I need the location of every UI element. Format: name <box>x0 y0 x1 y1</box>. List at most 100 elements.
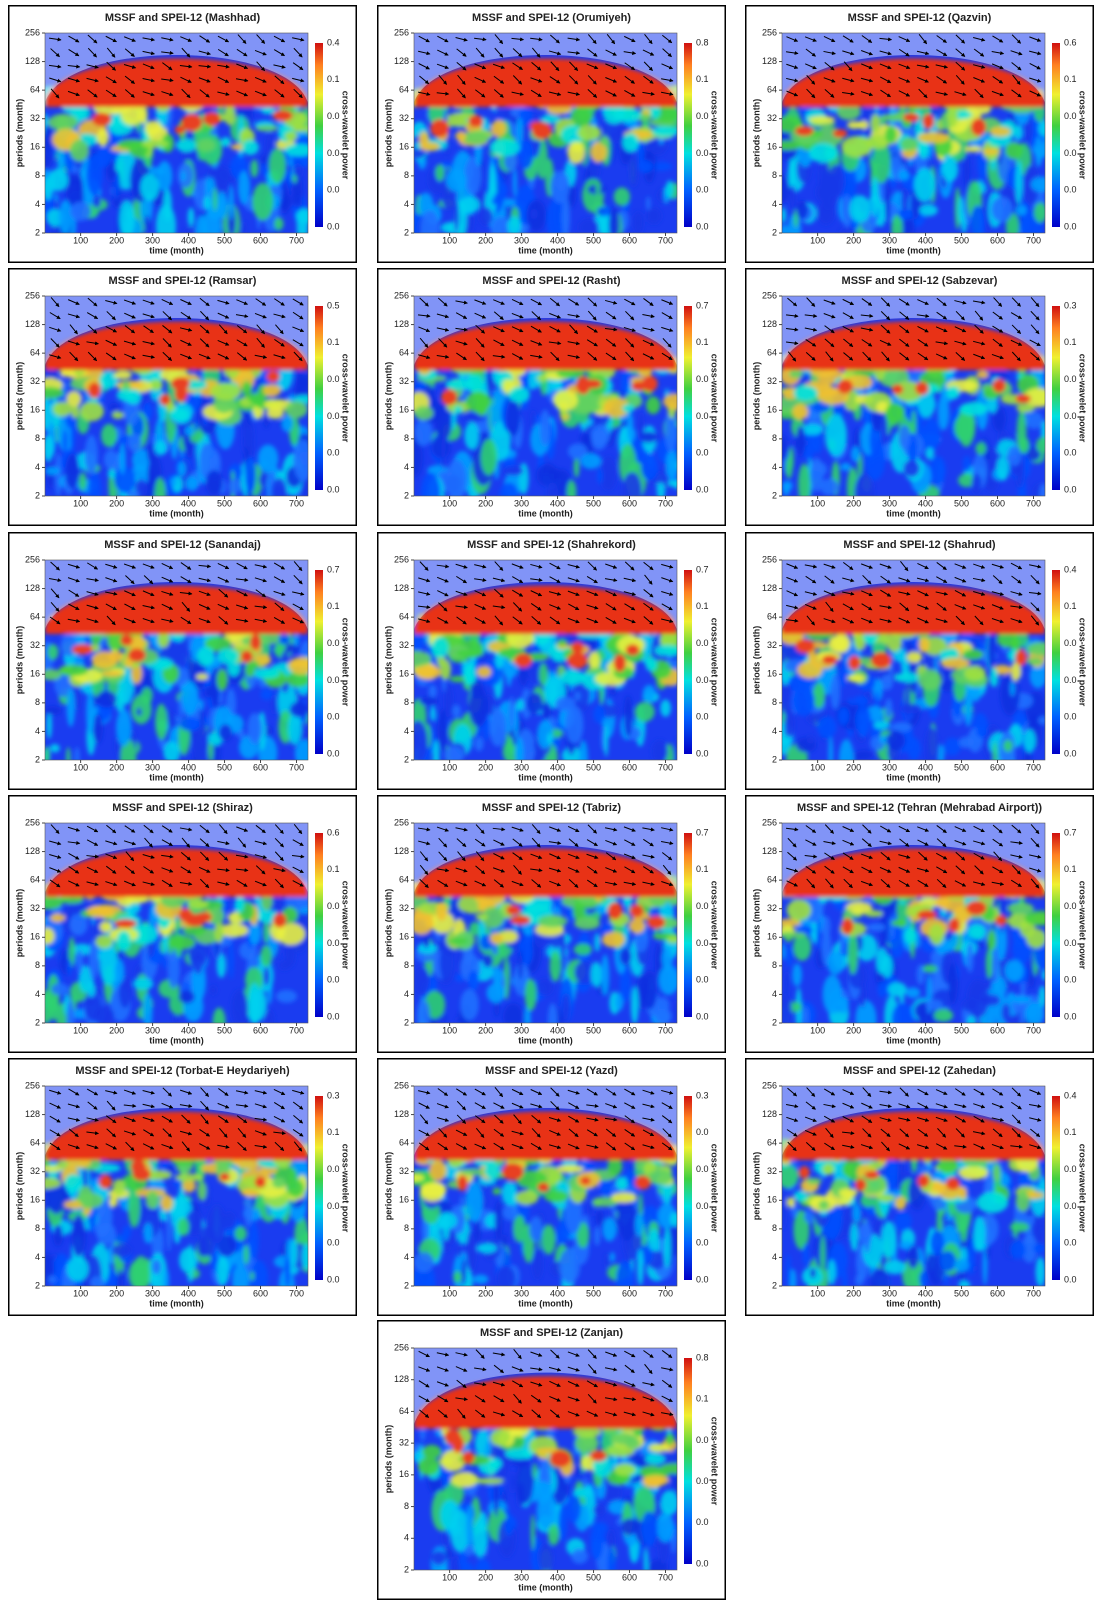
phase-arrow <box>198 353 211 360</box>
x-tick-label: 400 <box>550 1025 565 1035</box>
phase-arrow <box>973 77 986 83</box>
texture-blob <box>633 211 644 233</box>
phase-arrow <box>256 61 266 72</box>
colorbar-label: 0.0 <box>696 1164 709 1174</box>
texture-blob <box>453 1271 462 1283</box>
x-tick-label: 200 <box>109 498 124 508</box>
high-power-blob <box>891 384 904 395</box>
texture-blob <box>567 443 588 460</box>
texture-blob <box>414 1252 434 1273</box>
phase-arrow <box>530 325 542 333</box>
phase-arrow <box>550 61 560 72</box>
colorbar-label: 0.0 <box>696 374 709 384</box>
phase-arrow <box>124 36 136 42</box>
texture-blob <box>99 942 118 986</box>
phase-arrow <box>142 63 155 70</box>
texture-blob <box>578 218 599 233</box>
x-tick-label: 100 <box>442 762 457 772</box>
phase-arrow <box>823 299 836 305</box>
x-tick-label: 300 <box>514 762 529 772</box>
texture-blob <box>630 986 639 1023</box>
texture-blob <box>782 207 787 224</box>
colorbar-label: 0.0 <box>696 411 709 421</box>
texture-blob <box>196 673 209 680</box>
texture-blob <box>664 410 677 453</box>
texture-blob <box>1027 657 1044 666</box>
texture-blob <box>782 224 789 233</box>
x-tick-label: 700 <box>289 235 304 245</box>
colorbar-label: 0.7 <box>1064 827 1077 837</box>
texture-blob <box>1037 120 1045 137</box>
x-tick-label: 100 <box>810 1025 825 1035</box>
texture-blob <box>74 746 80 760</box>
y-tick-label: 16 <box>767 669 777 679</box>
y-tick-label: 2 <box>772 754 777 764</box>
phase-arrow <box>142 91 155 97</box>
texture-blob <box>468 685 489 728</box>
texture-blob <box>257 444 279 474</box>
texture-blob <box>595 1209 604 1226</box>
colorbar-label: 0.0 <box>327 111 340 121</box>
heatmap-texture <box>45 585 308 760</box>
texture-blob <box>929 455 946 485</box>
x-tick-label: 500 <box>586 762 601 772</box>
phase-arrow <box>605 352 617 361</box>
phase-arrow <box>973 353 986 360</box>
phase-arrow <box>457 88 466 99</box>
phase-arrow <box>417 313 431 318</box>
texture-blob <box>1039 483 1045 496</box>
phase-arrow <box>805 63 817 70</box>
phase-arrow <box>567 37 581 42</box>
texture-blob <box>536 463 558 487</box>
plot-frame <box>781 32 1046 234</box>
colorbar-label: 0.0 <box>696 185 709 195</box>
x-tick-label: 600 <box>990 235 1005 245</box>
texture-blob <box>607 1157 623 1176</box>
texture-blob <box>811 401 831 413</box>
texture-blob <box>535 978 554 996</box>
phase-arrow <box>418 354 431 360</box>
phase-arrow <box>824 325 835 334</box>
texture-blob <box>847 931 859 975</box>
phase-arrow <box>436 327 450 332</box>
texture-blob <box>782 140 802 151</box>
phase-arrow <box>643 75 654 84</box>
texture-blob <box>78 472 87 491</box>
texture-blob <box>957 196 965 224</box>
phase-arrow <box>48 37 62 42</box>
texture-blob <box>964 665 986 681</box>
heatmap <box>45 296 308 496</box>
texture-blob <box>167 952 180 989</box>
phase-arrow <box>1029 36 1042 42</box>
x-axis-label: time (month) <box>518 1298 573 1308</box>
texture-blob <box>796 200 809 220</box>
x-axis-label: time (month) <box>518 1035 573 1045</box>
phase-arrow <box>474 63 487 70</box>
texture-blob <box>1004 959 1024 982</box>
phase-arrow <box>455 340 468 346</box>
texture-blob <box>937 394 950 431</box>
texture-blob <box>889 156 902 173</box>
phase-arrow <box>511 339 524 346</box>
y-tick-label: 4 <box>404 726 409 736</box>
texture-blob <box>572 390 594 412</box>
phase-arrow <box>50 338 60 348</box>
phase-arrow <box>273 49 286 57</box>
phase-arrow <box>880 311 891 321</box>
panel: MSSF and SPEI-12 (Torbat-E Heydariyeh)10… <box>8 1058 357 1316</box>
texture-blob <box>603 398 630 418</box>
texture-blob <box>792 963 802 987</box>
heatmap <box>414 1086 677 1286</box>
texture-blob <box>837 706 850 726</box>
phase-arrow <box>67 299 80 305</box>
high-power-blob <box>273 912 287 928</box>
texture-blob <box>62 429 68 455</box>
texture-blob <box>567 141 585 164</box>
texture-blob <box>797 661 823 679</box>
texture-blob <box>782 173 790 204</box>
texture-blob <box>964 146 983 153</box>
colorbar-label: 0.1 <box>696 74 709 84</box>
y-axis-label: periods (month) <box>751 626 761 695</box>
phase-arrow <box>124 48 135 57</box>
texture-blob <box>839 228 858 233</box>
